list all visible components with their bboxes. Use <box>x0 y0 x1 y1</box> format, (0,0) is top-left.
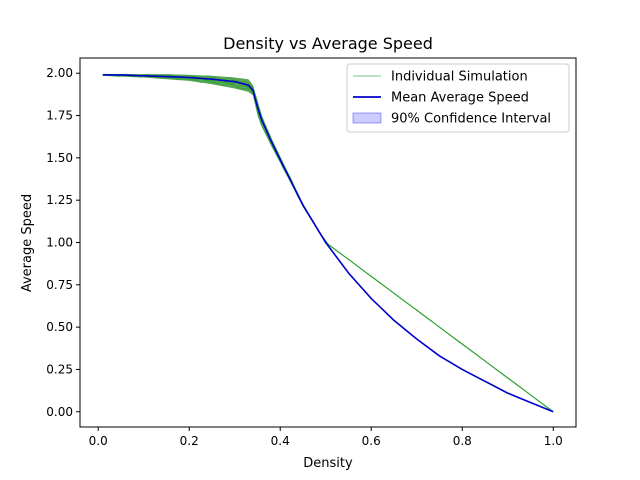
y-tick-label: 0.00 <box>46 405 73 419</box>
x-axis-label: Density <box>303 456 353 471</box>
y-axis-label: Average Speed <box>20 194 35 292</box>
y-tick-label: 1.50 <box>46 151 73 165</box>
x-tick-label: 0.2 <box>180 434 199 448</box>
y-tick-label: 1.25 <box>46 193 73 207</box>
legend-patch-swatch <box>352 112 382 124</box>
y-tick-label: 1.00 <box>46 236 73 250</box>
mean-average-speed-line <box>102 74 554 413</box>
y-tick-label: 0.75 <box>46 278 73 292</box>
x-tick-label: 0.8 <box>453 434 472 448</box>
y-tick-label: 0.50 <box>46 320 73 334</box>
legend-label: Mean Average Speed <box>391 91 529 106</box>
x-tick-label: 1.0 <box>544 434 563 448</box>
legend-label: 90% Confidence Interval <box>391 112 551 127</box>
x-tick-label: 0.0 <box>89 434 108 448</box>
legend-label: Individual Simulation <box>391 70 528 85</box>
legend-box <box>346 63 570 133</box>
y-tick-label: 1.75 <box>46 109 73 123</box>
chart-title: Density vs Average Speed <box>223 34 433 53</box>
y-tick-label: 2.00 <box>46 66 73 80</box>
x-tick-label: 0.4 <box>271 434 290 448</box>
legend: Individual Simulation Mean Average Speed 9… <box>346 63 570 133</box>
y-tick-label: 0.25 <box>46 362 73 376</box>
x-tick-label: 0.6 <box>362 434 381 448</box>
